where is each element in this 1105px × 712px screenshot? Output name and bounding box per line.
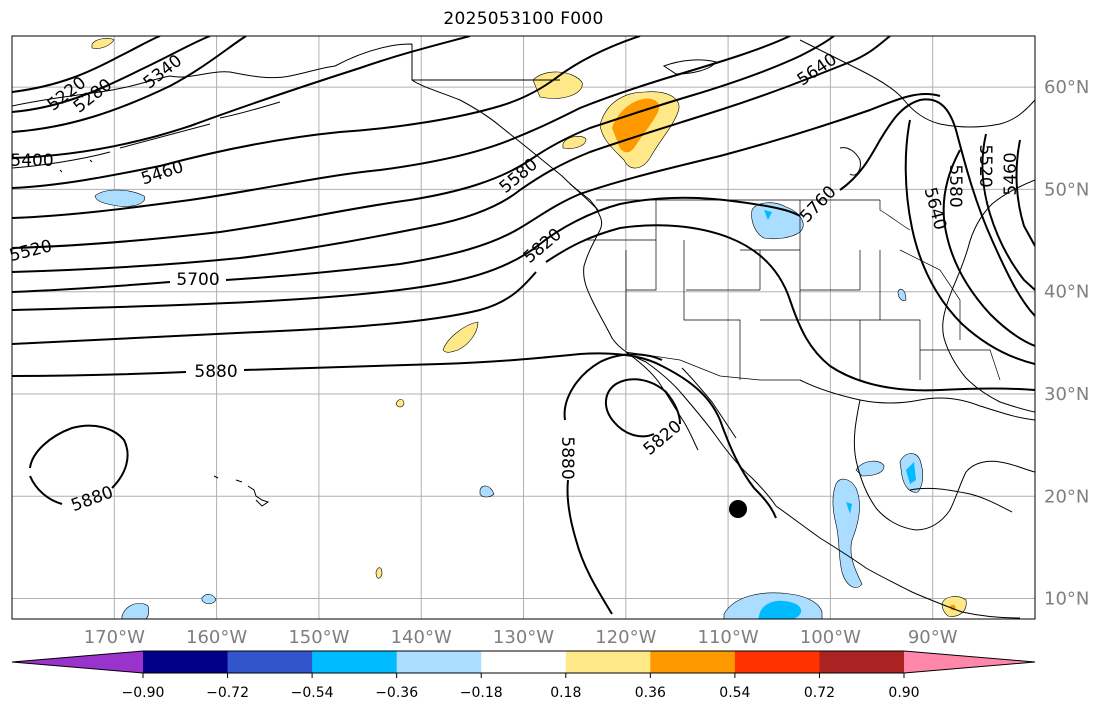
contour-5280 [12, 36, 211, 113]
negative-patch-pacific-south-inner [758, 600, 802, 619]
contour-5760 [12, 98, 1035, 317]
negative-patch-gulf [855, 460, 885, 477]
positive-patch-top-left [91, 38, 115, 49]
positive-patch-bc-inner [612, 98, 660, 153]
contour-5640 [12, 36, 891, 273]
negative-patch-yucatan-inner [906, 462, 916, 484]
contour-label-5460-east: 5460 [1001, 152, 1021, 195]
border-states-west [584, 200, 1001, 381]
lat-label-4: 50°N [1044, 179, 1089, 200]
contour-5880-low [563, 353, 663, 615]
contour-5340 [12, 36, 247, 133]
lon-label-0: 170°W [84, 627, 145, 648]
contour-label-5400: 5400 [10, 151, 53, 171]
longitude-labels: 170°W 160°W 150°W 140°W 130°W 120°W 110°W 100°W… [84, 627, 958, 648]
coastline-mexico-south [775, 505, 1021, 619]
contour-5460 [12, 36, 641, 189]
contour-label-5700: 5700 [176, 270, 219, 290]
coastline-hudson [799, 39, 1035, 128]
contour-label-5580-east: 5580 [945, 164, 965, 207]
contour-east-5580 [942, 149, 1035, 347]
negative-patch-mexico-1 [832, 478, 863, 588]
lat-label-3: 40°N [1044, 282, 1089, 303]
contour-east-5520 [981, 133, 1035, 291]
contour-5820-baja [605, 378, 681, 438]
lon-label-2: 150°W [288, 627, 349, 648]
positive-patch-alaska-north [532, 71, 583, 99]
latitude-labels: 10°N 20°N 30°N 40°N 50°N 60°N [1044, 77, 1089, 609]
lat-label-5: 60°N [1044, 77, 1089, 98]
negative-patch-mexico-inner [846, 502, 852, 514]
map-frame [11, 35, 1036, 620]
lat-label-0: 10°N [1044, 589, 1089, 610]
island-hawaii [213, 475, 270, 507]
chart-title: 2025053100 F000 [443, 9, 604, 29]
lon-label-7: 100°W [800, 627, 861, 648]
contour-5880-west [29, 424, 129, 505]
negative-patch-montana-inner [764, 210, 772, 220]
island-cuba [909, 487, 1013, 513]
lon-label-1: 160°W [186, 627, 247, 648]
island-vancouver [569, 183, 599, 211]
lat-label-2: 30°N [1044, 384, 1089, 405]
coastline-baja [625, 351, 737, 451]
contour-5880-north [12, 352, 777, 519]
contour-5700 [12, 92, 941, 293]
height-contours [12, 36, 1035, 615]
positive-patch-small-2 [375, 567, 383, 579]
contour-label-5880-north: 5880 [194, 362, 237, 382]
positive-patch-small-1 [395, 399, 405, 408]
negative-patch-west-pacific [94, 189, 146, 207]
lon-label-8: 90°W [908, 627, 958, 648]
contour-5520 [12, 36, 791, 219]
contour-east-5460 [1015, 139, 1035, 247]
lat-label-1: 20°N [1044, 486, 1089, 507]
coastline-gulf [799, 379, 1035, 531]
contour-label-5880-low: 5880 [557, 436, 577, 479]
lon-label-5: 120°W [595, 627, 656, 648]
negative-patch-bottom-left [121, 603, 150, 619]
contour-5400 [12, 36, 471, 159]
lon-label-3: 140°W [391, 627, 452, 648]
contour-5820-north [12, 224, 1035, 392]
border-us-mexico [625, 351, 800, 381]
contour-label-5520-east: 5520 [975, 144, 995, 187]
negative-patch-small-a [479, 485, 495, 498]
negative-patch-small-c [897, 288, 907, 301]
marker-dot [729, 500, 747, 518]
negative-patch-small-b [201, 594, 217, 605]
contour-east-5640 [904, 119, 1035, 365]
lon-label-6: 110°W [698, 627, 759, 648]
contour-5220 [12, 36, 161, 93]
positive-patch-pacific [442, 321, 479, 353]
shaded-anomaly-patches [91, 38, 967, 619]
coastline-aleutians [12, 101, 281, 173]
contour-5580 [12, 36, 835, 249]
coastline-east [942, 179, 1035, 413]
lon-label-4: 130°W [493, 627, 554, 648]
